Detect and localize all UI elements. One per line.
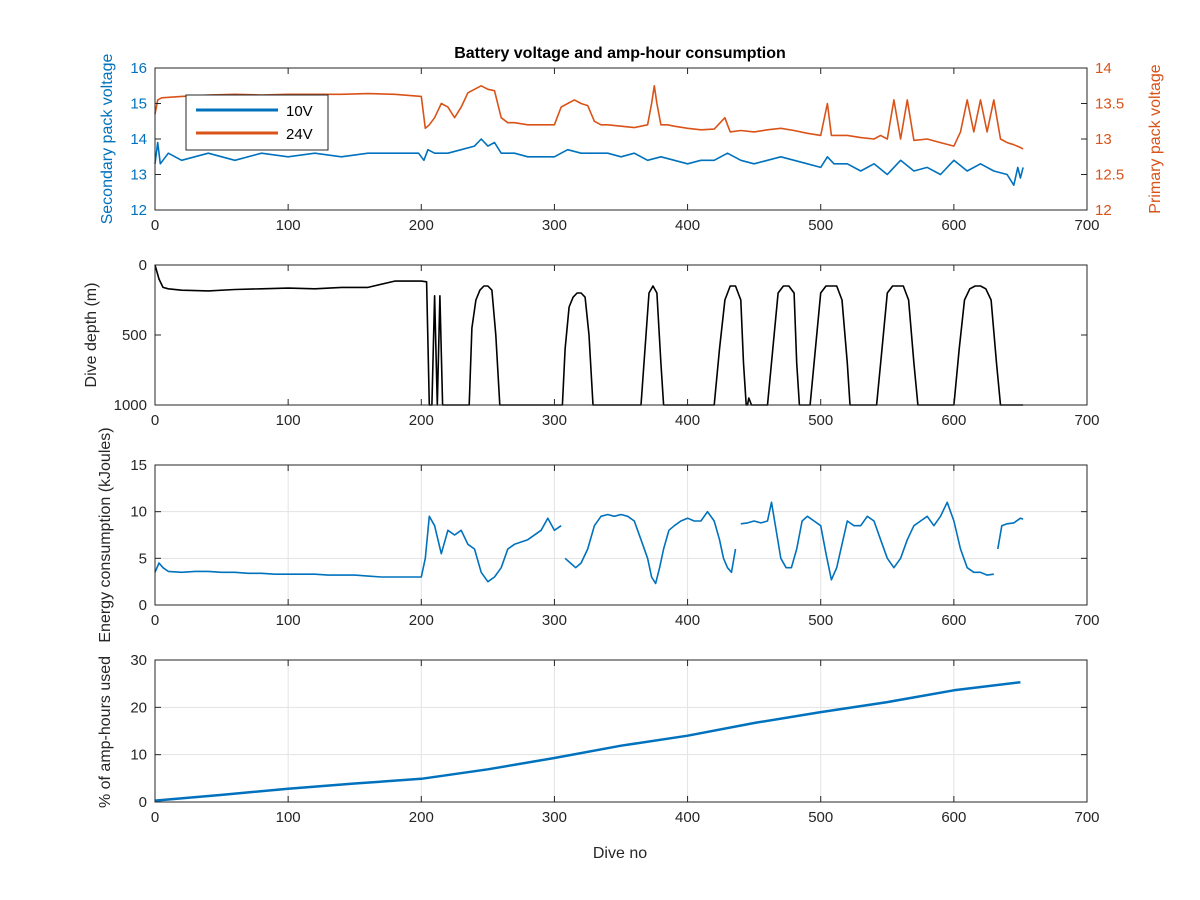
x-tick-label: 200: [409, 612, 434, 629]
amp-hours-panel: 0 100 200 300 400 500 600 700 0 10 20 30: [130, 652, 1099, 826]
dive-depth-panel: 0 100 200 300 400 500 600 700 0 500 1000: [114, 257, 1100, 429]
y-axis-label-energy: Energy consumption (kJoules): [97, 427, 114, 642]
x-tick-label: 400: [675, 412, 700, 429]
x-tick-label: 300: [542, 809, 567, 826]
x-tick-label: 600: [941, 612, 966, 629]
legend-box: [185, 94, 329, 151]
legend: 10V 24V: [185, 94, 329, 151]
x-tick-label: 700: [1074, 612, 1099, 629]
series-line-10v: [154, 138, 1024, 186]
series-line-segment-1: [564, 510, 737, 585]
y-tick-label: 0: [139, 257, 147, 274]
y-tick-label-right: 12: [1095, 202, 1112, 219]
series-line-segment-0: [154, 515, 562, 583]
y-tick-label-right: 13: [1095, 131, 1112, 148]
energy-panel: 0 100 200 300 400 500 600 700 0 5 10 15: [130, 457, 1099, 629]
axes-frame: [154, 464, 1088, 606]
x-tick-label: 300: [542, 612, 567, 629]
legend-label-10v: 10V: [286, 103, 313, 120]
x-tick-label: 300: [542, 412, 567, 429]
x-tick-label: 600: [941, 412, 966, 429]
x-tick-label: 100: [276, 809, 301, 826]
y-tick-label: 10: [130, 747, 147, 764]
axes-frame: [154, 659, 1088, 803]
x-tick-label: 600: [941, 217, 966, 234]
y-axis-label-amp-hours: % of amp-hours used: [97, 656, 114, 808]
x-tick-label: 300: [542, 217, 567, 234]
series-line-segment-2: [740, 501, 994, 581]
y-axis-label-primary-voltage: Primary pack voltage: [1147, 64, 1164, 213]
y-axis-label-secondary-voltage: Secondary pack voltage: [99, 54, 116, 225]
x-tick-label: 500: [808, 412, 833, 429]
x-tick-label: 700: [1074, 412, 1099, 429]
y-tick-label-right: 13.5: [1095, 96, 1124, 113]
y-tick-label: 5: [139, 550, 147, 567]
x-tick-label: 400: [675, 612, 700, 629]
y-tick-label: 1000: [114, 397, 147, 414]
x-tick-label: 400: [675, 217, 700, 234]
x-tick-label: 100: [276, 217, 301, 234]
x-axis-label: Dive no: [593, 845, 647, 862]
x-tick-label: 500: [808, 217, 833, 234]
x-tick-label: 400: [675, 809, 700, 826]
y-tick-label-right: 14: [1095, 60, 1112, 77]
y-tick-label-left: 13: [130, 167, 147, 184]
series-line-24v: [154, 85, 1024, 150]
y-tick-label: 0: [139, 794, 147, 811]
x-tick-label: 200: [409, 809, 434, 826]
y-tick-label: 20: [130, 699, 147, 716]
series-line-segment-3: [997, 517, 1024, 550]
x-tick-label: 200: [409, 217, 434, 234]
y-tick-label: 15: [130, 457, 147, 474]
series-line: [154, 680, 1021, 802]
x-tick-label: 600: [941, 809, 966, 826]
x-tick-label: 100: [276, 612, 301, 629]
x-tick-label: 200: [409, 412, 434, 429]
y-tick-label: 30: [130, 652, 147, 669]
voltage-panel: 0 100 200 300 400 500 600 70012131415161212.513…: [130, 60, 1124, 234]
y-tick-label: 500: [122, 327, 147, 344]
x-tick-label: 0: [151, 612, 159, 629]
y-tick-label: 10: [130, 504, 147, 521]
x-tick-label: 0: [151, 217, 159, 234]
y-tick-label-left: 15: [130, 96, 147, 113]
chart-title: Battery voltage and amp-hour consumption: [454, 45, 786, 62]
y-tick-label: 0: [139, 597, 147, 614]
y-tick-label-left: 14: [130, 131, 147, 148]
y-tick-label-left: 12: [130, 202, 147, 219]
x-tick-label: 0: [151, 412, 159, 429]
x-tick-label: 100: [276, 412, 301, 429]
x-tick-label: 500: [808, 809, 833, 826]
y-tick-label-left: 16: [130, 60, 147, 77]
x-tick-label: 700: [1074, 217, 1099, 234]
x-tick-label: 700: [1074, 809, 1099, 826]
y-axis-label-dive-depth: Dive depth (m): [83, 283, 100, 388]
x-tick-label: 500: [808, 612, 833, 629]
y-tick-label-right: 12.5: [1095, 167, 1124, 184]
legend-label-24v: 24V: [286, 126, 313, 143]
x-tick-label: 0: [151, 809, 159, 826]
